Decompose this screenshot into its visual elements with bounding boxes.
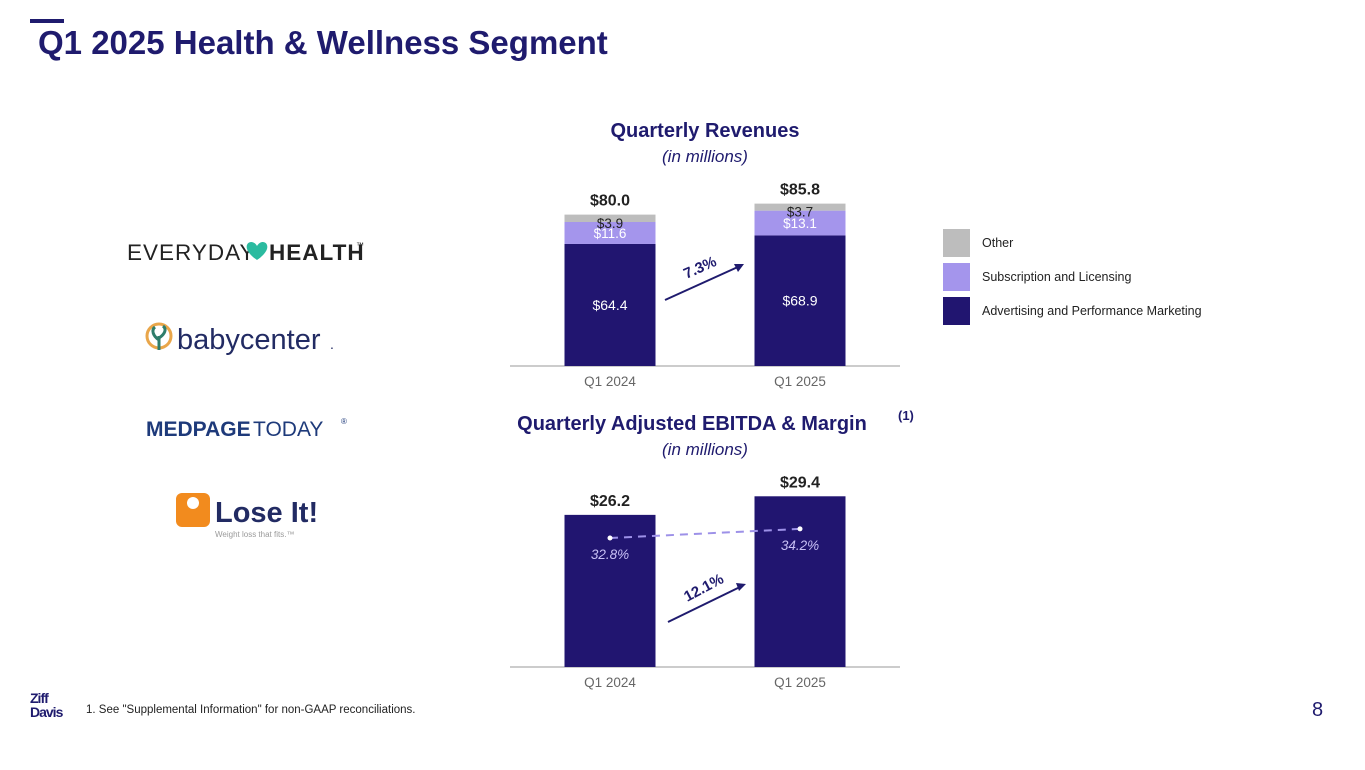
ziff-davis-logo: Ziff Davis [30,690,80,725]
bar-ebitda-q1-2025 [754,496,846,667]
bar-subscription-and-licensing-q1-2025 [754,210,846,236]
margin-label-q1-2024: 32.8% [591,547,629,562]
everyday-health-logo: EVERYDAY HEALTH ™ [127,236,367,271]
legend-item-other: Other [943,226,1202,260]
medpage-text-right: TODAY [253,418,323,441]
legend-swatch-subscription [943,263,970,291]
bar-advertising-and-performance-marketing-q1-2024 [564,243,656,366]
scale-icon [176,493,210,527]
legend-swatch-advertising [943,297,970,325]
legend-item-subscription: Subscription and Licensing [943,260,1202,294]
chart-title-superscript: (1) [898,408,914,423]
value-label-q1-2024: $26.2 [590,493,630,510]
tick-label-q1-2025: Q1 2025 [774,374,826,389]
logo-line-1: Ziff [30,690,49,706]
chart-title: Quarterly Revenues [611,120,800,142]
legend-label-other: Other [982,236,1014,250]
medpage-text-left: MEDPAGE [146,418,251,441]
data-label-subscription-and-licensing-q1-2024: $11.6 [594,226,627,241]
data-label-other-q1-2025: $3.7 [787,205,813,220]
growth-label: 12.1% [681,571,727,606]
title-accent-bar [30,19,64,23]
tick-label-q1-2025: Q1 2025 [774,675,826,690]
babycenter-mark: . [330,336,334,352]
lose-it-logo: Lose It! Weight loss that fits.™ [176,493,326,548]
total-label-q1-2025: $85.8 [780,182,820,199]
value-label-q1-2025: $29.4 [780,474,820,491]
everyday-health-text-right: HEALTH [269,240,365,265]
tick-label-q1-2024: Q1 2024 [584,675,636,690]
margin-point-q1-2024 [607,535,613,541]
revenue-legend: Other Subscription and Licensing Adverti… [943,226,1202,328]
lose-it-tagline: Weight loss that fits.™ [215,530,294,539]
bar-advertising-and-performance-marketing-q1-2025 [754,235,846,366]
quarterly-ebitda-chart: Quarterly Adjusted EBITDA & Margin (1) (in… [510,408,914,690]
quarterly-revenues-chart: Quarterly Revenues (in millions) $64.4 $11.… [510,120,900,389]
bar-subscription-and-licensing-q1-2024 [564,222,656,244]
margin-line [609,527,801,539]
page-title: Q1 2025 Health & Wellness Segment [38,24,608,61]
medpage-today-logo: MEDPAGE TODAY ® [146,412,356,447]
chart-subtitle: (in millions) [662,440,748,459]
heart-icon [246,242,268,260]
chart-title: Quarterly Adjusted EBITDA & Margin [517,413,867,435]
babycenter-logo: babycenter . [145,320,345,361]
registered-mark: ® [341,417,347,426]
growth-arrow-line [664,265,741,301]
bar-other-q1-2024 [564,214,656,222]
legend-label-subscription: Subscription and Licensing [982,270,1132,284]
data-label-advertising-and-performance-marketing-q1-2024: $64.4 [592,297,627,313]
growth-arrow-head [734,264,744,272]
total-label-q1-2024: $80.0 [590,193,630,210]
data-label-subscription-and-licensing-q1-2025: $13.1 [783,216,817,231]
tick-label-q1-2024: Q1 2024 [584,374,636,389]
legend-swatch-other [943,229,970,257]
data-label-advertising-and-performance-marketing-q1-2025: $68.9 [782,293,817,309]
data-label-other-q1-2024: $3.9 [597,216,623,231]
legend-item-advertising: Advertising and Performance Marketing [943,294,1202,328]
growth-arrow-head [736,583,746,591]
margin-point-q1-2025 [797,526,803,532]
trademark-mark: ™ [356,241,364,250]
lose-it-text: Lose It! [215,497,318,529]
everyday-health-text-left: EVERYDAY [127,240,255,265]
growth-arrow-line [667,585,743,623]
footnote: 1. See "Supplemental Information" for no… [86,704,416,716]
babycenter-text: babycenter [177,324,321,356]
bar-other-q1-2025 [754,203,846,211]
legend-label-advertising: Advertising and Performance Marketing [982,304,1202,318]
page-number: 8 [1312,699,1324,721]
margin-label-q1-2025: 34.2% [781,538,819,553]
sprout-icon [145,322,173,350]
chart-subtitle: (in millions) [662,147,748,166]
logo-line-2: Davis [30,704,64,720]
